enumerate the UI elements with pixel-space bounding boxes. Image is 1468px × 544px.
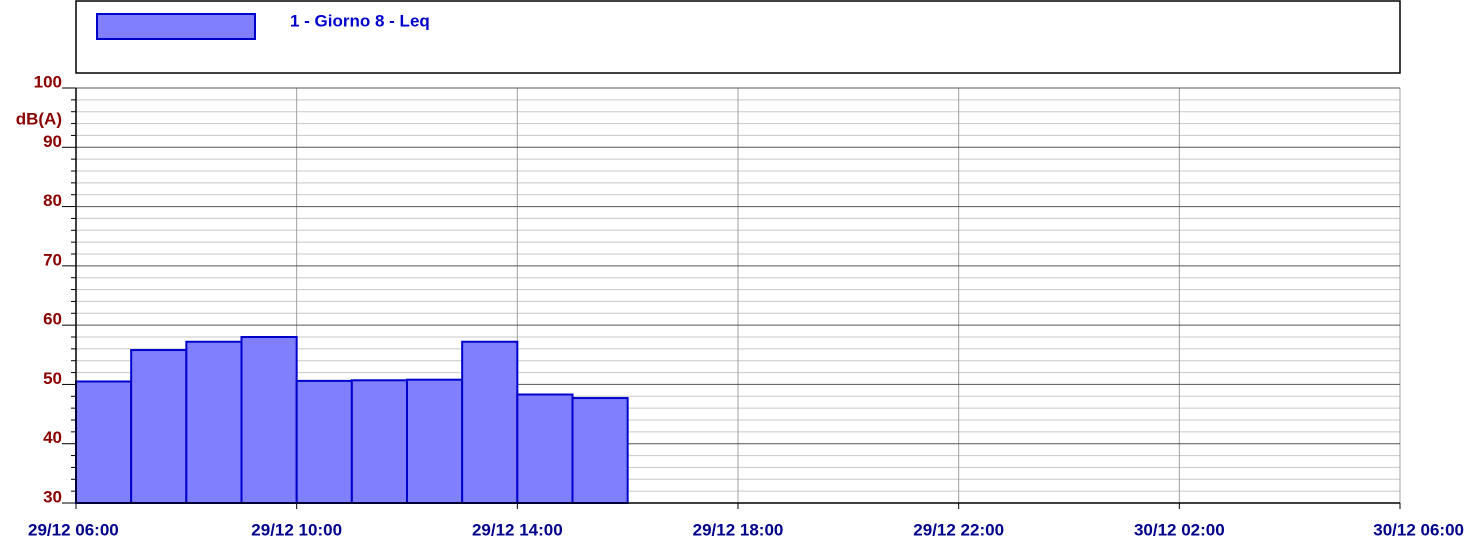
bar [461, 340, 519, 504]
legend-box [75, 0, 1401, 74]
legend-swatch [96, 13, 256, 40]
x-tick-label: 29/12 18:00 [693, 520, 784, 539]
bar [350, 379, 409, 504]
x-tick-label: 30/12 02:00 [1134, 520, 1225, 539]
y-tick-label: 100 [34, 72, 62, 91]
bar [75, 380, 133, 505]
x-tick-label: 29/12 10:00 [251, 520, 342, 539]
y-tick-label: 30 [43, 487, 62, 506]
y-axis-label: dB(A) [16, 109, 62, 128]
y-tick-label: 50 [43, 369, 62, 388]
bar [295, 379, 353, 504]
bar [185, 340, 243, 504]
y-tick-label: 60 [43, 310, 62, 329]
x-tick-label: 30/12 06:00 [1373, 520, 1464, 539]
bar [130, 349, 188, 504]
y-tick-label: 70 [43, 250, 62, 269]
bar [406, 378, 464, 504]
y-tick-label: 80 [43, 191, 62, 210]
y-tick-label: 40 [43, 428, 62, 447]
bar [240, 336, 298, 504]
x-tick-label: 29/12 06:00 [28, 520, 119, 539]
y-tick-label: 90 [43, 132, 62, 151]
x-tick-label: 29/12 14:00 [472, 520, 563, 539]
bar [571, 397, 629, 505]
x-tick-label: 29/12 22:00 [913, 520, 1004, 539]
legend-label: 1 - Giorno 8 - Leq [290, 11, 430, 30]
bar [516, 393, 574, 504]
